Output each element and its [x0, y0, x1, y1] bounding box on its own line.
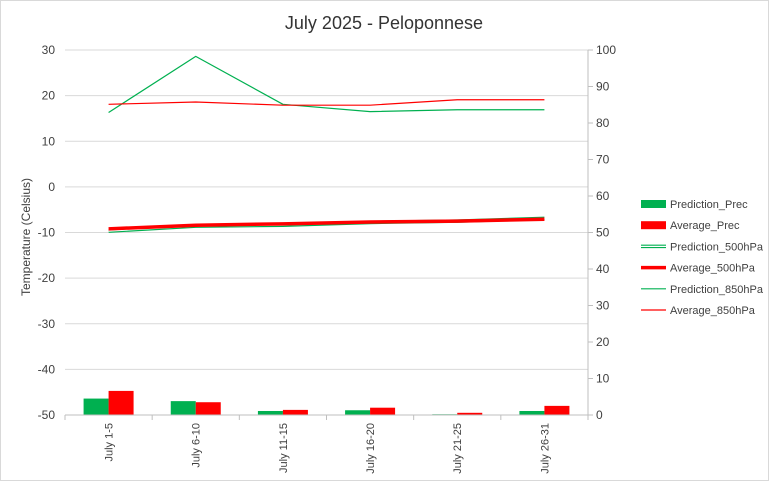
- legend-label: Average_500hPa: [670, 263, 756, 275]
- y-tick-left: -50: [38, 408, 56, 422]
- y-tick-right: 30: [596, 299, 610, 313]
- y-tick-left: 0: [48, 180, 55, 194]
- bar: [457, 412, 483, 415]
- y-tick-left: 30: [42, 43, 56, 57]
- y-tick-right: 50: [596, 226, 610, 240]
- bar: [108, 390, 134, 415]
- bar: [519, 410, 545, 415]
- legend-label: Average_850hPa: [670, 305, 756, 317]
- bar: [170, 401, 196, 415]
- bar: [83, 398, 109, 415]
- x-tick-label: July 6-10: [191, 423, 203, 468]
- bar: [195, 402, 221, 415]
- x-tick-label: July 1-5: [103, 423, 115, 462]
- y-axis-left-ticks: 30 20 10 0 -10 -20 -30 -40 -50: [38, 43, 56, 422]
- line-series: [108, 55, 545, 233]
- y-tick-left: -30: [38, 317, 56, 331]
- legend-label: Prediction_Prec: [670, 199, 748, 211]
- y-tick-right: 20: [596, 335, 610, 349]
- bar: [370, 407, 396, 415]
- y-tick-left: 10: [42, 134, 56, 148]
- y-tick-left: -10: [38, 226, 56, 240]
- series-line: [108, 99, 545, 106]
- legend-swatch: [641, 221, 666, 230]
- legend-label: Prediction_500hPa: [670, 241, 764, 253]
- legend-label: Average_Prec: [670, 220, 740, 232]
- y-tick-right: 0: [596, 408, 603, 422]
- axes: [64, 49, 593, 420]
- series-line: [108, 55, 545, 114]
- legend-swatch: [641, 200, 666, 208]
- y-tick-right: 60: [596, 189, 610, 203]
- y-tick-left: -20: [38, 271, 56, 285]
- y-tick-left: 20: [42, 89, 56, 103]
- x-tick-label: July 16-20: [365, 423, 377, 474]
- bar: [282, 409, 308, 415]
- y-tick-right: 40: [596, 262, 610, 276]
- y-tick-right: 10: [596, 372, 610, 386]
- y-tick-right: 90: [596, 80, 610, 94]
- series-line: [108, 217, 545, 231]
- y-tick-right: 100: [596, 43, 616, 57]
- y-tick-left: -40: [38, 362, 56, 376]
- bar: [544, 405, 570, 415]
- y-tick-right: 70: [596, 153, 610, 167]
- legend-label: Prediction_850hPa: [670, 284, 764, 296]
- legend: Prediction_Prec Average_Prec Prediction_50…: [641, 199, 764, 317]
- chart-title: July 2025 - Peloponnese: [285, 13, 483, 33]
- x-axis-ticks: July 1-5 July 6-10 July 11-15 July 16-20 Jul…: [103, 423, 551, 474]
- y-axis-title: Temperature (Celsius): [19, 178, 33, 296]
- y-tick-right: 80: [596, 116, 610, 130]
- x-tick-label: July 21-25: [452, 423, 464, 474]
- bar: [257, 410, 283, 415]
- x-tick-label: July 26-31: [539, 423, 551, 474]
- bar: [345, 410, 371, 415]
- x-tick-label: July 11-15: [278, 423, 290, 473]
